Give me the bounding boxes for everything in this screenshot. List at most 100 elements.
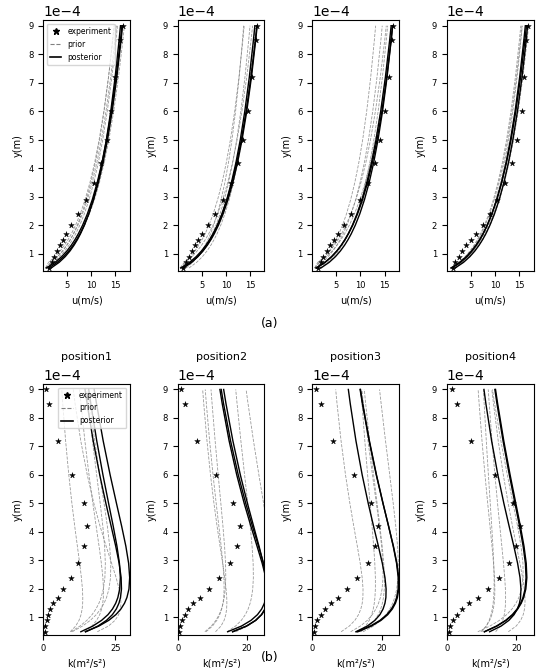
Point bbox=[232, 541, 241, 552]
Point bbox=[329, 436, 337, 446]
Point bbox=[505, 558, 514, 568]
Title: position4: position4 bbox=[465, 352, 516, 362]
Point bbox=[73, 208, 82, 219]
Point bbox=[79, 541, 88, 552]
Y-axis label: y(m): y(m) bbox=[416, 498, 426, 520]
Point bbox=[312, 384, 321, 395]
Point bbox=[448, 263, 457, 273]
Point bbox=[44, 609, 53, 620]
Point bbox=[176, 621, 185, 631]
Point bbox=[513, 134, 521, 145]
Point bbox=[68, 470, 77, 480]
Point bbox=[45, 263, 53, 273]
Point bbox=[370, 541, 379, 552]
Point bbox=[233, 157, 242, 168]
Title: position2: position2 bbox=[196, 352, 247, 362]
Y-axis label: y(m): y(m) bbox=[12, 498, 23, 520]
Point bbox=[474, 593, 482, 603]
Text: (b): (b) bbox=[261, 651, 278, 665]
Point bbox=[448, 384, 457, 395]
Point bbox=[388, 35, 396, 45]
Point bbox=[79, 498, 88, 509]
Point bbox=[184, 604, 192, 615]
Point bbox=[197, 228, 206, 239]
Point bbox=[62, 228, 71, 239]
Point bbox=[326, 240, 334, 250]
Point bbox=[225, 558, 234, 568]
Point bbox=[41, 621, 50, 631]
Point bbox=[179, 263, 188, 273]
Point bbox=[465, 598, 474, 609]
Point bbox=[512, 541, 521, 552]
Point bbox=[111, 71, 120, 82]
Point bbox=[189, 598, 198, 609]
Point bbox=[190, 240, 199, 250]
Point bbox=[66, 572, 75, 583]
Point bbox=[53, 593, 62, 603]
Point bbox=[520, 71, 528, 82]
Point bbox=[314, 263, 322, 273]
Point bbox=[182, 257, 191, 268]
Point bbox=[67, 220, 75, 230]
Point bbox=[472, 228, 480, 239]
Point bbox=[462, 240, 471, 250]
X-axis label: k(m²/s²): k(m²/s²) bbox=[67, 659, 106, 668]
Point bbox=[350, 470, 358, 480]
Y-axis label: y(m): y(m) bbox=[147, 498, 157, 520]
Point bbox=[479, 220, 487, 230]
Text: (a): (a) bbox=[261, 317, 278, 331]
Point bbox=[376, 134, 384, 145]
Point bbox=[248, 71, 257, 82]
X-axis label: u(m/s): u(m/s) bbox=[474, 295, 506, 305]
Point bbox=[106, 106, 115, 117]
Point bbox=[322, 246, 331, 257]
Y-axis label: y(m): y(m) bbox=[12, 134, 23, 157]
Point bbox=[203, 220, 212, 230]
Point bbox=[194, 234, 202, 245]
Point bbox=[50, 251, 59, 262]
Point bbox=[313, 615, 322, 626]
Point bbox=[211, 208, 219, 219]
Point bbox=[355, 194, 364, 205]
Legend: experiment, prior, posterior: experiment, prior, posterior bbox=[58, 387, 126, 428]
Point bbox=[310, 627, 319, 637]
Title: position1: position1 bbox=[61, 352, 112, 362]
Point bbox=[82, 521, 91, 532]
Point bbox=[508, 157, 516, 168]
Point bbox=[102, 134, 111, 145]
Point bbox=[196, 593, 205, 603]
Title: position3: position3 bbox=[330, 352, 381, 362]
Point bbox=[59, 584, 68, 595]
Point bbox=[236, 521, 245, 532]
Point bbox=[334, 228, 342, 239]
Point bbox=[515, 521, 524, 532]
Point bbox=[175, 627, 184, 637]
Point bbox=[184, 251, 193, 262]
Point bbox=[215, 572, 224, 583]
Point bbox=[484, 584, 493, 595]
X-axis label: k(m²/s²): k(m²/s²) bbox=[336, 659, 375, 668]
Point bbox=[495, 572, 503, 583]
Point bbox=[53, 436, 62, 446]
Point bbox=[353, 572, 362, 583]
Point bbox=[96, 157, 105, 168]
Point bbox=[334, 593, 343, 603]
Point bbox=[219, 194, 228, 205]
Point bbox=[316, 398, 325, 409]
Point bbox=[327, 598, 336, 609]
Point bbox=[347, 208, 355, 219]
Point bbox=[371, 157, 379, 168]
Point bbox=[467, 234, 475, 245]
Point bbox=[381, 106, 389, 117]
Point bbox=[252, 35, 260, 45]
Point bbox=[363, 177, 372, 188]
Point bbox=[205, 584, 213, 595]
Point bbox=[363, 558, 372, 568]
Point bbox=[316, 257, 325, 268]
Point bbox=[491, 470, 500, 480]
Legend: experiment, prior, posterior: experiment, prior, posterior bbox=[47, 24, 115, 65]
Point bbox=[226, 177, 235, 188]
Point bbox=[522, 35, 531, 45]
Point bbox=[467, 436, 475, 446]
X-axis label: k(m²/s²): k(m²/s²) bbox=[202, 659, 240, 668]
